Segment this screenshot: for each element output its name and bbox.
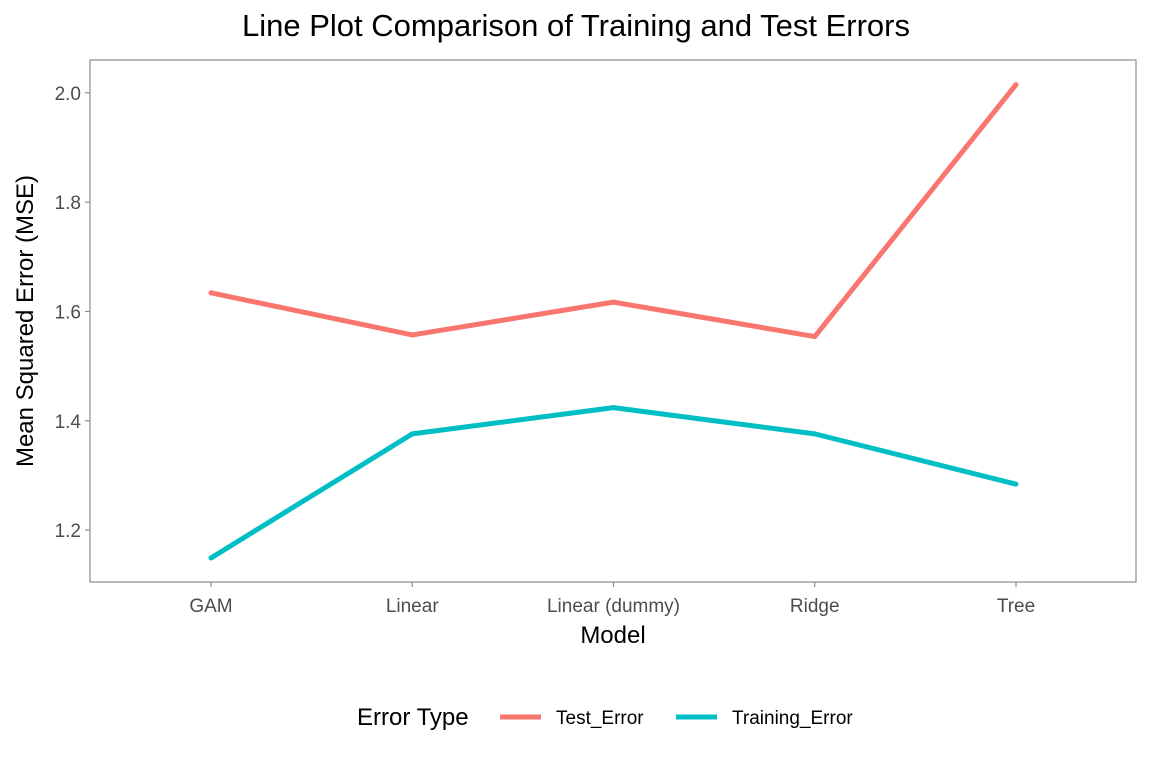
x-tick-label: Ridge: [790, 596, 840, 617]
y-tick-label: 1.2: [55, 521, 81, 542]
chart-title: Line Plot Comparison of Training and Tes…: [242, 8, 910, 43]
data-point-training-error: [812, 431, 818, 437]
x-axis: GAM Linear Linear (dummy) Ridge Tree: [189, 582, 1035, 617]
x-tick-label: Linear (dummy): [547, 596, 680, 617]
data-point-training-error: [1013, 481, 1019, 487]
series-lines: [208, 82, 1019, 561]
legend-label-training-error: Training_Error: [732, 708, 853, 729]
plot-panel-border: [89, 59, 1137, 583]
data-point-test-error: [1013, 82, 1019, 88]
legend-label-test-error: Test_Error: [556, 708, 644, 729]
y-tick-label: 2.0: [55, 84, 81, 105]
data-point-test-error: [409, 332, 415, 338]
data-point-test-error: [208, 290, 214, 296]
series-line-training-error: [209, 405, 1017, 561]
legend: Error Type Test_Error Training_Error: [357, 704, 853, 731]
x-tick-label: Linear: [386, 596, 439, 617]
y-tick-label: 1.8: [55, 193, 81, 214]
legend-title: Error Type: [357, 704, 469, 731]
data-point-test-error: [812, 334, 818, 340]
y-axis-title: Mean Squared Error (MSE): [12, 175, 39, 467]
y-tick-label: 1.6: [55, 302, 81, 323]
data-point-test-error: [611, 299, 616, 305]
y-tick-label: 1.4: [55, 412, 82, 433]
x-tick-label: Tree: [997, 596, 1035, 617]
series-line-test-error: [210, 83, 1018, 340]
x-tick-label: GAM: [189, 596, 232, 617]
data-point-training-error: [611, 405, 616, 411]
x-axis-title: Model: [580, 622, 645, 649]
data-point-training-error: [409, 431, 415, 437]
data-point-training-error: [208, 555, 214, 561]
y-axis: 1.2 1.4 1.6 1.8 2.0: [55, 84, 90, 542]
